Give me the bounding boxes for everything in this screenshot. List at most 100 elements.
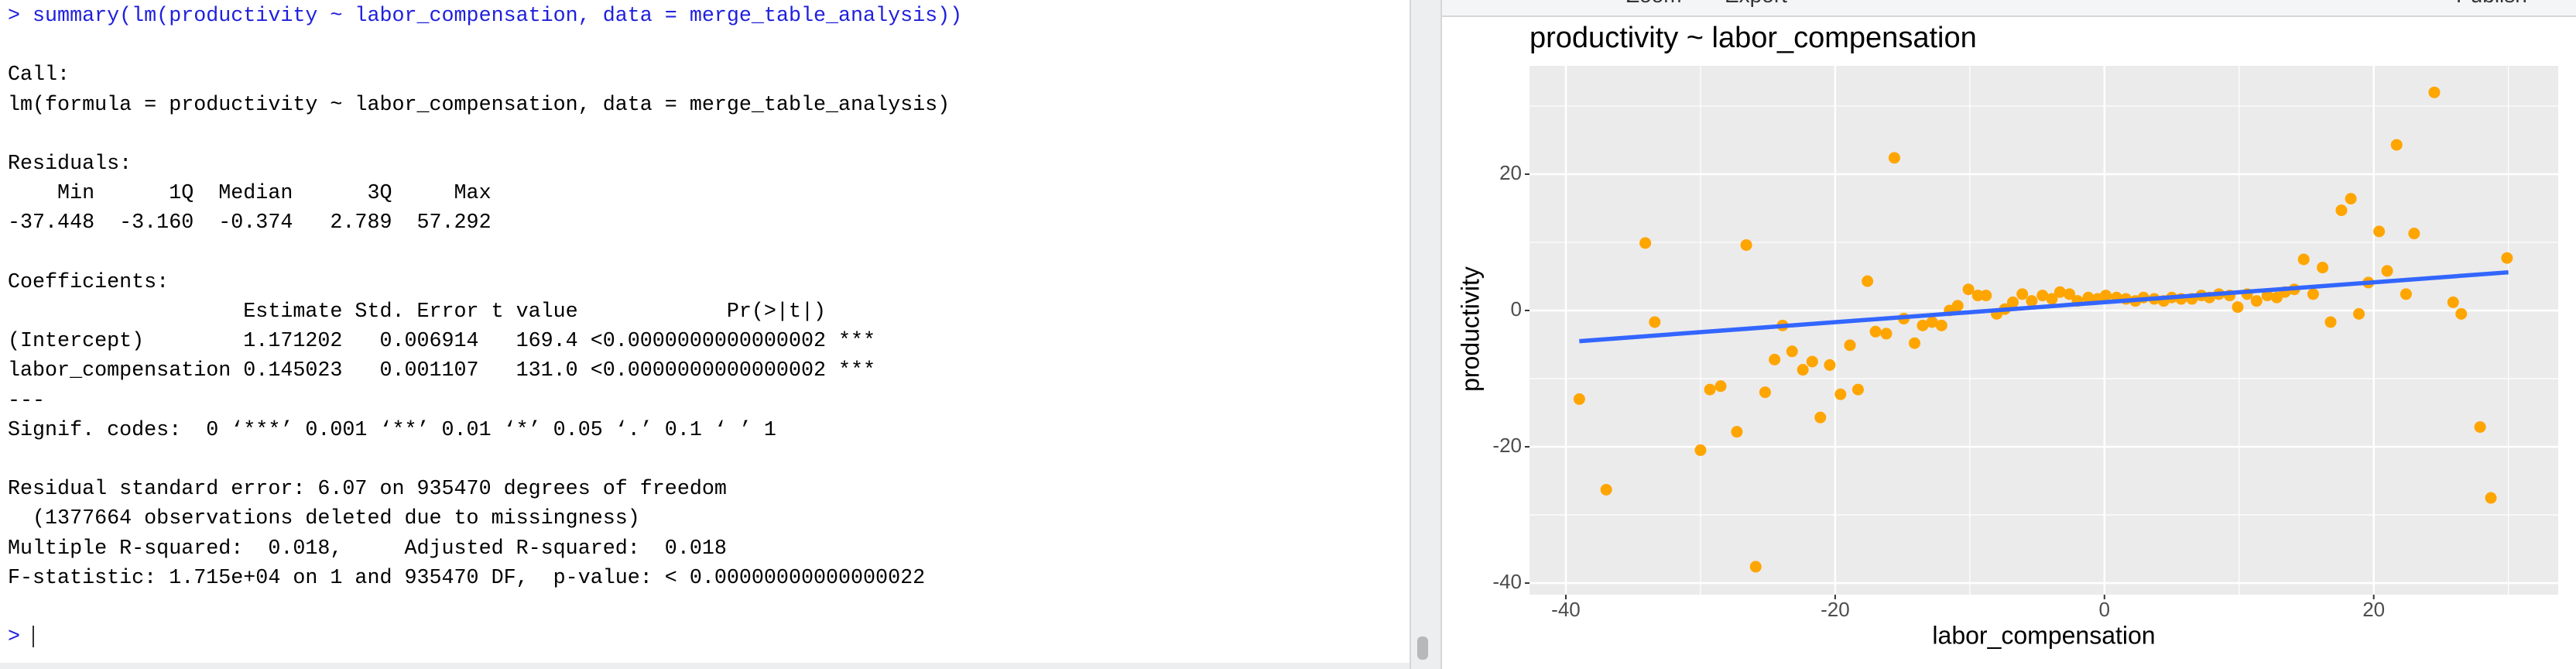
point: [2381, 265, 2393, 277]
console-text: ---: [8, 389, 46, 413]
point: [1740, 238, 1752, 251]
point: [1880, 328, 1893, 340]
point: [2501, 252, 2513, 264]
console-line: > summary(lm(productivity ~ labor_compen…: [8, 2, 962, 31]
zoom-button[interactable]: Zoom: [1626, 0, 1682, 8]
console-line: F-statistic: 1.715e+04 on 1 and 935470 D…: [8, 564, 925, 593]
point: [2428, 86, 2441, 98]
point: [1888, 152, 1900, 164]
console-line: Min 1Q Median 3Q Max: [8, 179, 492, 208]
point: [1862, 275, 1874, 287]
point: [2307, 288, 2319, 300]
chart-title: productivity ~ labor_compensation: [1530, 22, 1977, 54]
console-line: >: [8, 623, 35, 652]
point: [1769, 353, 1781, 365]
console-line: (1377664 observations deleted due to mis…: [8, 504, 640, 533]
point: [2064, 288, 2076, 300]
point: [1786, 345, 1798, 358]
point: [1600, 483, 1612, 496]
point: [1649, 316, 1661, 328]
point: [1917, 319, 1929, 331]
point: [2408, 228, 2420, 240]
cursor: [33, 626, 35, 648]
y-axis-label: productivity: [1456, 266, 1484, 392]
point: [1980, 290, 1992, 302]
point: [2100, 290, 2112, 302]
point: [2317, 262, 2329, 274]
point: [1869, 325, 1882, 338]
console-line: ---: [8, 386, 45, 416]
console-text: F-statistic: 1.715e+04 on 1 and 935470 D…: [8, 566, 926, 590]
point: [1759, 386, 1771, 399]
point: [1749, 561, 1762, 573]
x-axis-label: labor_compensation: [1932, 621, 2155, 649]
console-text: lm(formula = productivity ~ labor_compen…: [8, 93, 951, 117]
console-text: Call:: [8, 63, 70, 87]
point: [1824, 359, 1836, 371]
pane-splitter[interactable]: [1410, 0, 1442, 669]
point: [1704, 383, 1716, 396]
console-text: >: [8, 5, 21, 28]
point: [2026, 295, 2038, 307]
point: [2054, 286, 2066, 298]
y-tick-label: 0: [1511, 297, 1522, 321]
scroll-thumb[interactable]: [1417, 636, 1428, 660]
console-text: -37.448 -3.160 -0.374 2.789 57.292: [8, 211, 492, 235]
point: [1694, 444, 1707, 456]
point: [1951, 300, 1964, 312]
console-line: labor_compensation 0.145023 0.001107 131…: [8, 356, 875, 386]
point: [1909, 337, 1921, 349]
console-text: Coefficients:: [8, 270, 170, 294]
point: [2036, 290, 2049, 302]
console-line: Signif. codes: 0 ‘***’ 0.001 ‘**’ 0.01 ‘…: [8, 416, 776, 445]
console-text: summary(lm(productivity ~ labor_compensa…: [33, 5, 963, 28]
point: [2474, 420, 2486, 433]
point: [2046, 293, 2058, 305]
plot-toolbar: Zoom Export Publish: [1442, 0, 2576, 17]
point: [2297, 253, 2310, 266]
console-text: (1377664 observations deleted due to mis…: [8, 507, 640, 531]
point: [1852, 383, 1864, 396]
point: [1935, 319, 1947, 331]
point: [1797, 364, 1809, 376]
point: [1926, 316, 1938, 328]
point: [2485, 492, 2497, 504]
console-text: >: [8, 626, 21, 650]
fit-line: [1579, 269, 2509, 344]
console-line: Multiple R-squared: 0.018, Adjusted R-sq…: [8, 534, 727, 564]
y-tick-label: 20: [1499, 161, 1522, 184]
console-line: lm(formula = productivity ~ labor_compen…: [8, 91, 950, 120]
console-text: (Intercept) 1.171202 0.006914 169.4 <0.0…: [8, 330, 876, 354]
console-line: -37.448 -3.160 -0.374 2.789 57.292: [8, 208, 492, 238]
pane-border: [0, 663, 1410, 669]
publish-button[interactable]: Publish: [2456, 0, 2527, 8]
point: [1844, 339, 1856, 352]
point: [2373, 225, 2386, 238]
console-line: Estimate Std. Error t value Pr(>|t|): [8, 297, 826, 327]
point: [2447, 296, 2459, 308]
console-line: Coefficients:: [8, 268, 169, 297]
point: [2455, 307, 2468, 320]
console-line: (Intercept) 1.171202 0.006914 169.4 <0.0…: [8, 327, 875, 356]
point: [2345, 193, 2357, 205]
point: [1834, 388, 1847, 400]
console-text: Min 1Q Median 3Q Max: [8, 182, 492, 206]
x-tick-label: -40: [1551, 598, 1581, 621]
point: [2232, 301, 2244, 314]
console-line: Call:: [8, 60, 70, 90]
console-text: Multiple R-squared: 0.018, Adjusted R-sq…: [8, 537, 727, 561]
point: [2400, 288, 2412, 300]
point: [1814, 411, 1827, 424]
console-line: Residuals:: [8, 149, 132, 179]
console-text: Residuals:: [8, 153, 132, 176]
export-button[interactable]: Export: [1725, 0, 1787, 8]
x-tick-label: 0: [2099, 598, 2110, 621]
point: [2353, 307, 2365, 320]
point: [2335, 204, 2348, 217]
y-tick-label: -40: [1492, 570, 1522, 593]
point: [1714, 380, 1727, 393]
point: [2250, 295, 2263, 307]
y-tick-label: -20: [1492, 434, 1522, 457]
point: [2016, 288, 2029, 300]
